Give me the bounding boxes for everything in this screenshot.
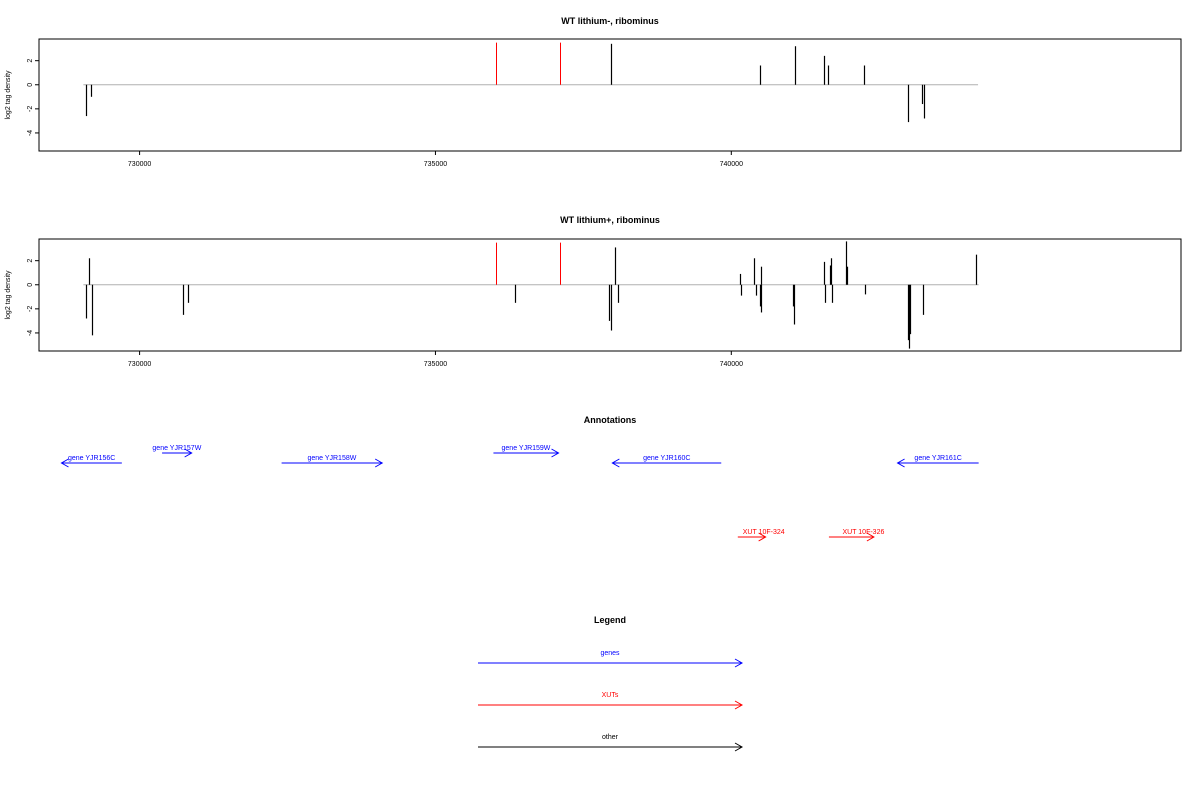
gene-label: gene YJR161C xyxy=(914,455,961,462)
y-tick-label: 0 xyxy=(27,83,34,87)
y-tick-label: -2 xyxy=(27,306,34,312)
panel-lithium-plus: WT lithium+, ribominus log2 tag density … xyxy=(5,215,1182,368)
arrow-head-right-icon xyxy=(184,448,193,458)
legend-label: genes xyxy=(600,650,620,657)
gene-arrow: gene YJR157W xyxy=(152,445,202,458)
arrow-head-right-icon xyxy=(374,458,384,468)
y-tick-label: 0 xyxy=(27,283,34,287)
legend-item: other xyxy=(478,734,744,752)
y-tick-label: -4 xyxy=(27,330,34,336)
arrow-head-right-icon xyxy=(758,532,767,542)
xut-arrow: XUT 10F-326 xyxy=(828,529,884,542)
gene-arrow: gene YJR158W xyxy=(281,455,384,468)
arrow-head-left-icon xyxy=(896,458,905,468)
y-tick-label: 2 xyxy=(27,259,34,263)
gene-arrow: gene YJR156C xyxy=(60,455,122,468)
plot-frame xyxy=(38,238,1182,352)
legend-label: XUTs xyxy=(602,692,619,699)
gene-arrow: gene YJR160C xyxy=(611,455,722,468)
legend-item: genes xyxy=(478,650,744,668)
arrow-head-left-icon xyxy=(60,458,69,468)
arrow-head-right-icon xyxy=(551,448,560,458)
arrow-head-left-icon xyxy=(611,458,620,468)
x-tick-label: 740000 xyxy=(720,161,743,168)
legend-item: XUTs xyxy=(478,692,744,710)
panel-title: WT lithium-, ribominus xyxy=(561,16,659,26)
y-axis: 2 0 -2 -4 xyxy=(27,59,39,136)
gene-label: gene YJR158W xyxy=(307,455,356,462)
panel-lithium-minus: WT lithium-, ribominus log2 tag density … xyxy=(5,16,1182,168)
x-tick-label: 735000 xyxy=(424,161,447,168)
gene-arrow: gene YJR159W xyxy=(493,445,560,458)
x-axis: 730000 735000 740000 xyxy=(128,151,743,168)
arrow-head-right-icon xyxy=(734,700,744,710)
legend-label: other xyxy=(602,734,619,741)
xut-arrows: XUT 10F-324 XUT 10F-326 xyxy=(737,529,884,542)
legend-title: Legend xyxy=(594,615,626,625)
arrow-head-right-icon xyxy=(866,532,875,542)
gene-label: gene YJR157W xyxy=(152,445,201,452)
gene-arrow: gene YJR161C xyxy=(896,455,979,468)
arrow-head-right-icon xyxy=(734,742,744,752)
y-tick-label: -4 xyxy=(27,130,34,136)
xut-label: XUT 10F-326 xyxy=(842,529,884,536)
x-tick-label: 730000 xyxy=(128,161,151,168)
xut-arrow: XUT 10F-324 xyxy=(737,529,785,542)
y-axis-label: log2 tag density xyxy=(5,70,12,120)
arrow-head-right-icon xyxy=(734,658,744,668)
legend: Legend genes XUTs other xyxy=(478,615,744,752)
gene-label: gene YJR159W xyxy=(502,445,551,452)
x-tick-label: 730000 xyxy=(128,361,151,368)
x-tick-label: 740000 xyxy=(720,361,743,368)
x-axis: 730000 735000 740000 xyxy=(128,351,743,368)
xut-label: XUT 10F-324 xyxy=(743,529,785,536)
panel-title: WT lithium+, ribominus xyxy=(560,215,660,225)
y-tick-label: 2 xyxy=(27,59,34,63)
legend-items: genes XUTs other xyxy=(478,650,744,752)
annotations-title: Annotations xyxy=(584,415,637,425)
gene-arrows: gene YJR156C gene YJR157W gene YJR158W gene… xyxy=(60,445,979,468)
gene-label: gene YJR160C xyxy=(643,455,690,462)
y-axis: 2 0 -2 -4 xyxy=(27,259,39,336)
plot-frame xyxy=(38,38,1182,152)
y-tick-label: -2 xyxy=(27,106,34,112)
x-tick-label: 735000 xyxy=(424,361,447,368)
signal-bars xyxy=(85,42,926,123)
y-axis-label: log2 tag density xyxy=(5,270,12,320)
gene-label: gene YJR156C xyxy=(68,455,115,462)
signal-bars xyxy=(85,241,978,349)
